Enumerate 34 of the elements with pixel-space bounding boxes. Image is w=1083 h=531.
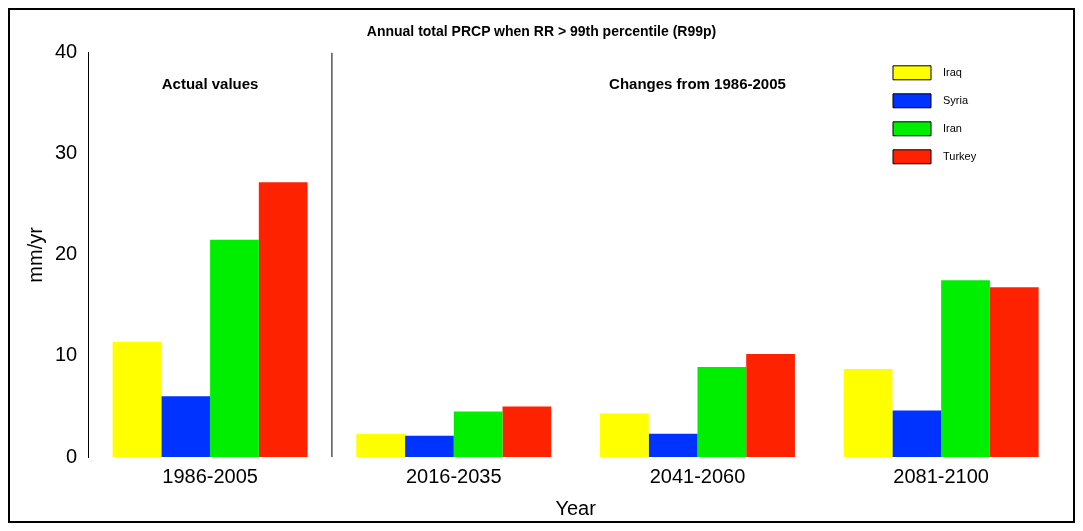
bar <box>453 411 503 457</box>
bar <box>599 413 649 457</box>
y-tick-label: 0 <box>66 444 78 467</box>
x-tick-label: 1986-2005 <box>162 464 258 487</box>
legend-label: Turkey <box>943 149 977 162</box>
legend-label: Syria <box>943 93 969 106</box>
y-tick-label: 40 <box>55 40 78 63</box>
annotation: Changes from 1986-2005 <box>609 74 786 92</box>
bar <box>746 353 795 457</box>
legend-label: Iran <box>943 121 962 134</box>
y-tick-label: 30 <box>55 141 78 164</box>
x-tick-label: 2016-2035 <box>405 464 502 487</box>
bar <box>210 239 259 457</box>
bar <box>892 410 942 457</box>
bar <box>502 406 552 457</box>
y-tick-label: 20 <box>55 242 78 265</box>
x-axis-title: Year <box>555 496 597 519</box>
bar <box>112 341 162 457</box>
bar <box>989 287 1039 457</box>
chart-title: Annual total PRCP when RR > 99th percentile (R99p) <box>366 23 717 40</box>
bar <box>161 396 211 457</box>
bar <box>941 280 990 457</box>
bar <box>697 367 747 457</box>
bar <box>648 433 698 457</box>
bar <box>258 182 308 457</box>
bar <box>843 369 893 457</box>
x-tick-label: 2081-2100 <box>893 464 989 487</box>
bar <box>356 433 406 457</box>
legend-label: Iraq <box>943 65 962 78</box>
y-axis-title: mm/yr <box>23 226 46 283</box>
bar <box>405 435 454 457</box>
x-tick-label: 2041-2060 <box>649 464 746 487</box>
y-tick-label: 10 <box>55 343 78 366</box>
annotation: Actual values <box>161 74 259 92</box>
